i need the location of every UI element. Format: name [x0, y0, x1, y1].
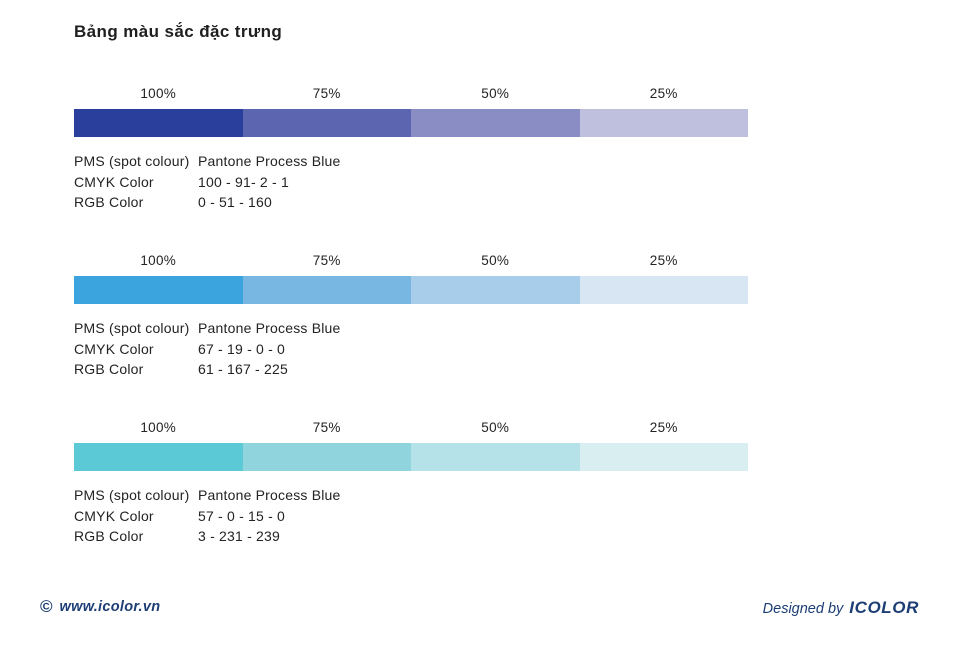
percent-label-100: 100%	[140, 420, 177, 435]
color-swatch-100	[74, 443, 243, 471]
spec-value-pms: Pantone Process Blue	[198, 153, 341, 169]
percent-label-row: 100% 75% 50% 25%	[74, 420, 748, 435]
color-swatch-25	[579, 443, 748, 471]
brand-name: ICOLOR	[849, 598, 919, 617]
color-specs: PMS (spot colour) Pantone Process Blue C…	[74, 485, 748, 547]
designed-by-label: Designed by	[762, 601, 844, 617]
color-group-1: 100% 75% 50% 25% PMS (spot colour) Panto…	[74, 86, 748, 213]
color-swatch-75	[242, 109, 411, 137]
color-bar	[74, 276, 748, 304]
color-specs: PMS (spot colour) Pantone Process Blue C…	[74, 151, 748, 213]
percent-label-75: 75%	[312, 253, 341, 268]
color-group-2: 100% 75% 50% 25% PMS (spot colour) Panto…	[74, 253, 748, 380]
percent-label-50: 50%	[481, 86, 510, 101]
color-group-3: 100% 75% 50% 25% PMS (spot colour) Panto…	[74, 420, 748, 547]
spec-value-rgb: 0 - 51 - 160	[198, 194, 272, 210]
spec-label-cmyk: CMYK Color	[74, 507, 154, 524]
spec-value-rgb: 61 - 167 - 225	[198, 361, 288, 377]
spec-label-pms: PMS (spot colour)	[74, 487, 190, 503]
spec-label-rgb: RGB Color	[74, 194, 144, 210]
spec-value-cmyk: 67 - 19 - 0 - 0	[198, 340, 286, 357]
color-swatch-50	[411, 109, 580, 137]
color-bar	[74, 109, 748, 137]
percent-label-row: 100% 75% 50% 25%	[74, 86, 748, 101]
website-link[interactable]: www.icolor.vn	[59, 598, 161, 615]
percent-label-50: 50%	[481, 420, 510, 435]
spec-label-pms: PMS (spot colour)	[74, 320, 190, 336]
spec-value-rgb: 3 - 231 - 239	[198, 528, 280, 544]
color-swatch-75	[242, 276, 411, 304]
percent-label-100: 100%	[140, 86, 177, 101]
spec-label-rgb: RGB Color	[74, 528, 144, 544]
percent-label-75: 75%	[312, 420, 341, 435]
spec-value-pms: Pantone Process Blue	[198, 487, 341, 503]
percent-label-25: 25%	[649, 253, 678, 268]
color-bar	[74, 443, 748, 471]
spec-value-cmyk: 57 - 0 - 15 - 0	[198, 507, 286, 524]
page-title: Bảng màu sắc đặc trưng	[74, 22, 283, 41]
color-swatch-100	[74, 276, 243, 304]
spec-label-rgb: RGB Color	[74, 361, 144, 377]
color-swatch-25	[579, 276, 748, 304]
percent-label-50: 50%	[481, 253, 510, 268]
percent-label-75: 75%	[312, 86, 341, 101]
spec-value-pms: Pantone Process Blue	[198, 320, 341, 336]
percent-label-25: 25%	[649, 420, 678, 435]
color-swatch-100	[74, 109, 243, 137]
color-swatch-50	[411, 276, 580, 304]
color-swatch-75	[242, 443, 411, 471]
footer-credit: Designed by ICOLOR	[763, 598, 919, 618]
color-swatch-50	[411, 443, 580, 471]
percent-label-row: 100% 75% 50% 25%	[74, 253, 748, 268]
color-specs: PMS (spot colour) Pantone Process Blue C…	[74, 318, 748, 380]
spec-label-cmyk: CMYK Color	[74, 340, 154, 357]
color-swatch-25	[579, 109, 748, 137]
spec-value-cmyk: 100 - 91- 2 - 1	[198, 173, 289, 190]
footer: © www.icolor.vn Designed by ICOLOR	[0, 598, 959, 624]
spec-label-cmyk: CMYK Color	[74, 173, 154, 190]
percent-label-100: 100%	[140, 253, 177, 268]
percent-label-25: 25%	[649, 86, 678, 101]
spec-label-pms: PMS (spot colour)	[74, 153, 190, 169]
copyright-icon: ©	[40, 597, 53, 616]
footer-website[interactable]: © www.icolor.vn	[40, 598, 160, 615]
